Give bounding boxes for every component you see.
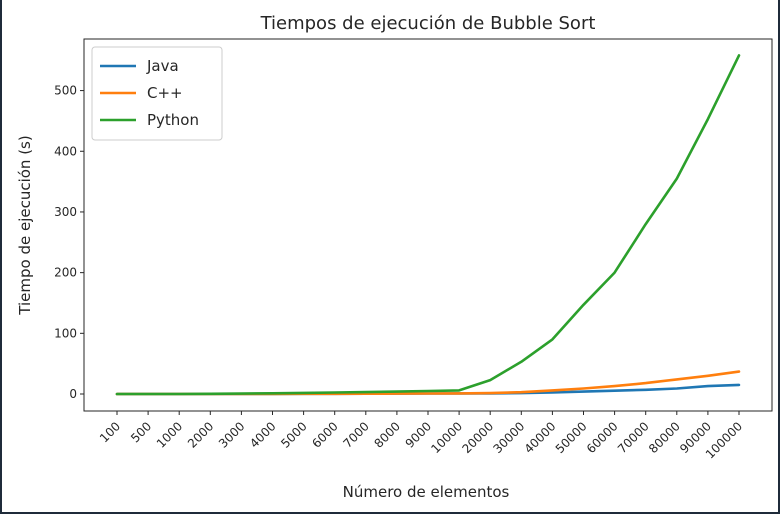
y-tick-label: 400 [54,144,77,158]
y-tick-label: 200 [54,266,77,280]
x-tick-label: 6000 [309,419,340,450]
y-axis-label: Tiempo de ejecución (s) [16,135,34,315]
x-tick-label: 40000 [522,419,559,456]
series-line-python [115,54,741,396]
chart-title: Tiempos de ejecución de Bubble Sort [260,13,596,34]
x-tick-label: 1000 [154,419,185,450]
series-lines [115,54,741,396]
y-tick-label: 0 [69,387,77,401]
x-tick-label: 10000 [428,419,465,456]
x-axis-label: Número de elementos [343,483,510,501]
x-axis: 100 500 1000 2000 3000 4000 5000 6000 7000 8000 90… [97,411,745,462]
x-tick-label: 8000 [372,419,403,450]
x-tick-label: 500 [128,419,154,445]
y-tick-label: 300 [54,205,77,219]
x-tick-label: 70000 [615,419,652,456]
y-tick-label: 500 [54,84,77,98]
legend-label: Python [147,111,199,129]
x-tick-label: 20000 [459,419,496,456]
x-tick-label: 80000 [646,419,683,456]
x-tick-label: 2000 [185,419,216,450]
legend-label: C++ [147,84,183,102]
x-tick-label: 7000 [340,419,371,450]
y-axis: 0 100 200 300 400 500 [54,84,84,401]
x-tick-label: 4000 [247,419,278,450]
legend-box [91,46,223,141]
x-tick-label: 30000 [491,419,528,456]
x-tick-label: 60000 [584,419,621,456]
y-tick-label: 100 [54,326,77,340]
legend: Java C++ Python [91,46,223,141]
legend-label: Java [146,57,179,75]
x-tick-label: 5000 [278,419,309,450]
x-tick-label: 100 [97,419,123,445]
x-tick-label: 50000 [553,419,590,456]
x-tick-label: 3000 [216,419,247,450]
